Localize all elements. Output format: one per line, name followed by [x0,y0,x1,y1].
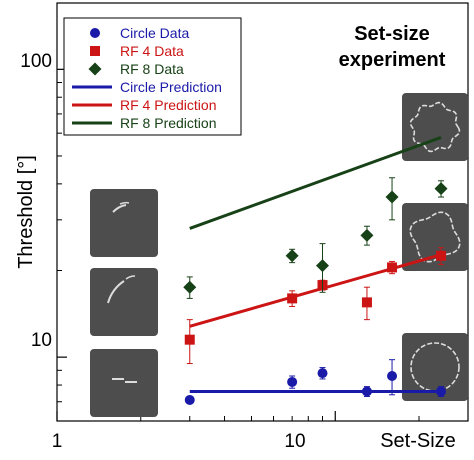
stimulus-rf4-contour [402,203,468,271]
y-tick-label-100: 100 [20,51,52,72]
circle-data-point [287,376,298,387]
stimulus-thumbnails [90,93,468,417]
rf-4-data-point [436,250,447,261]
prediction-lines [189,136,442,393]
rf-4-data-point [287,293,298,304]
y-axis-title: Threshold [°] [15,155,37,269]
legend-marker-rf-4-data [90,46,100,56]
x-tick-label-1: 1 [52,431,63,452]
rf-4-data-point [387,262,398,273]
rf-8-data-point [434,182,448,196]
legend-label-circle-prediction: Circle Prediction [120,79,222,95]
circle-data-point [361,386,372,397]
circle-data-point [184,394,195,405]
stimulus-arc-elements [90,268,158,336]
circle-data-point [317,368,328,379]
circle-data-point [436,386,447,397]
legend: Circle Data RF 4 Data RF 8 Data Circle Pred… [63,17,242,136]
x-axis-title: Set-Size [380,430,456,452]
rf-4-prediction-line [189,253,442,328]
y-tick-label-10: 10 [31,330,52,351]
legend-label-circle-data: Circle Data [120,25,189,41]
rf-8-data-point [385,190,399,204]
rf-8-data-point [360,228,374,242]
rf-8-data-point [183,280,197,294]
legend-marker-circle-data [90,28,100,38]
rf-8-data-point [316,259,330,273]
legend-label-rf-8-data: RF 8 Data [120,61,184,77]
annotation-line-1: Set-size [354,23,430,45]
legend-marker-rf-8-data [88,62,102,76]
stimulus-pair-elements [90,349,158,417]
rf-8-data-point [285,249,299,263]
legend-label-rf-4-prediction: RF 4 Prediction [120,97,216,113]
legend-label-rf-8-prediction: RF 8 Prediction [120,115,216,131]
rf-8-prediction-line [189,136,442,230]
rf-4-data-point [184,334,195,345]
data-points [183,177,448,405]
stimulus-rf8-contour [402,93,468,161]
annotation-line-2: experiment [339,49,446,71]
circle-data-point [387,371,398,382]
x-tick-label-10: 10 [284,431,305,452]
stimulus-single-element [90,189,158,257]
legend-label-rf-4-data: RF 4 Data [120,43,184,59]
rf-4-data-point [361,297,372,308]
